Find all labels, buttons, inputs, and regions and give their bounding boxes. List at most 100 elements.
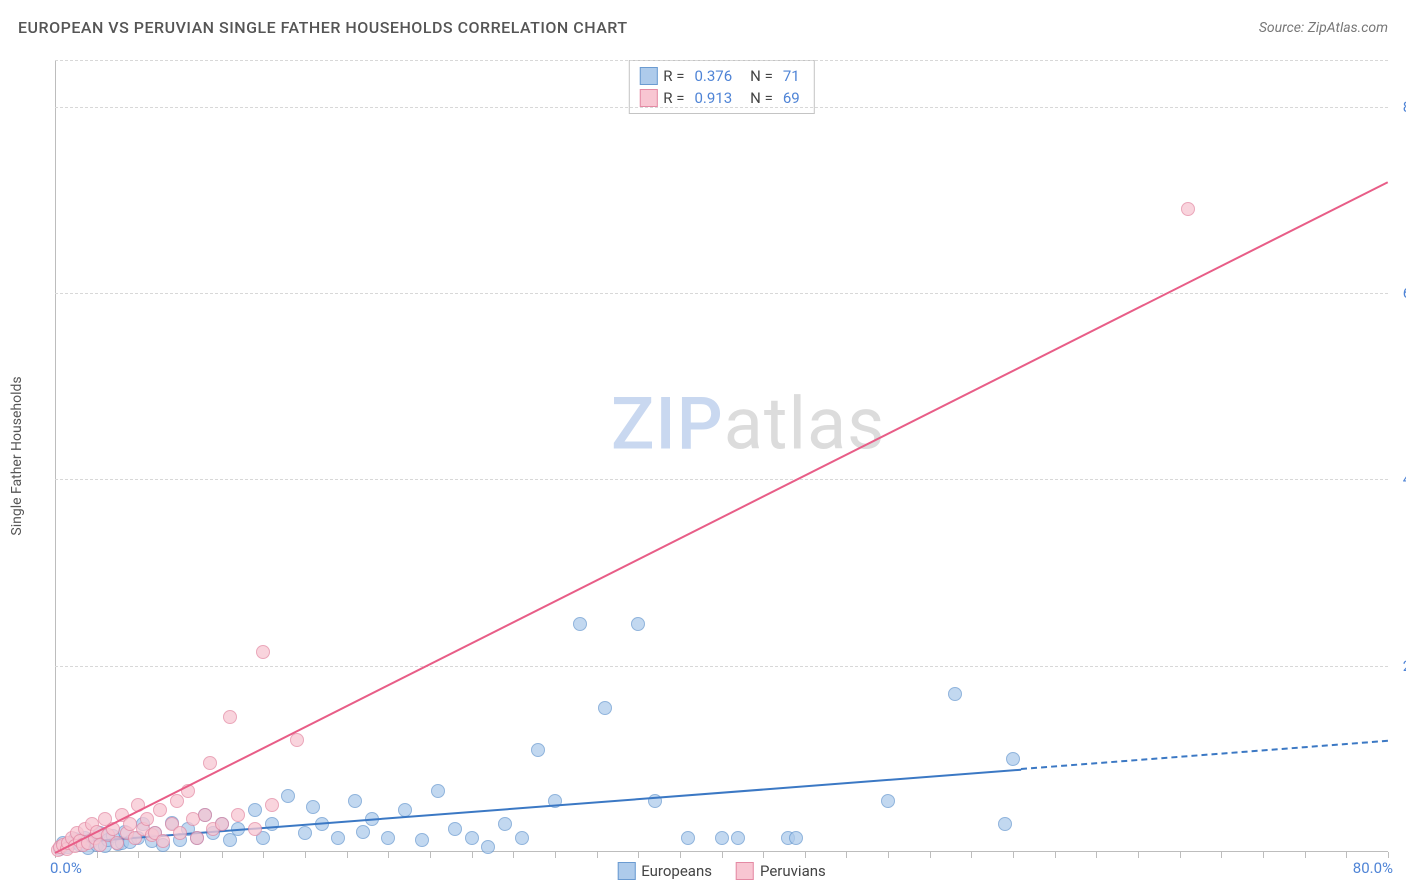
scatter-point: [198, 808, 212, 822]
y-axis-label: Single Father Households: [9, 376, 25, 535]
x-max-label: 80.0%: [1353, 859, 1393, 877]
gridline: [55, 479, 1388, 480]
scatter-point: [231, 808, 245, 822]
x-tick: [1388, 852, 1389, 858]
scatter-point: [156, 834, 170, 848]
chart-plot: ZIPatlas 0.0% 80.0% R = 0.376 N = 71 R =…: [55, 60, 1388, 852]
scatter-point: [1006, 752, 1020, 766]
scatter-point: [731, 831, 745, 845]
legend-item-europeans: Europeans: [617, 862, 712, 880]
chart-area: Single Father Households ZIPatlas 0.0% 8…: [45, 60, 1388, 852]
x-tick: [305, 852, 306, 858]
x-tick: [388, 852, 389, 858]
x-tick: [680, 852, 681, 858]
scatter-point: [170, 794, 184, 808]
scatter-point: [356, 825, 370, 839]
x-tick: [638, 852, 639, 858]
scatter-point: [190, 831, 204, 845]
x-tick: [513, 852, 514, 858]
x-tick: [971, 852, 972, 858]
scatter-point: [498, 817, 512, 831]
chart-title: EUROPEAN VS PERUVIAN SINGLE FATHER HOUSE…: [18, 18, 628, 37]
scatter-point: [948, 687, 962, 701]
scatter-point: [631, 617, 645, 631]
scatter-point: [789, 831, 803, 845]
legend-swatch-peruvians: [639, 89, 657, 107]
scatter-point: [248, 822, 262, 836]
x-tick: [1221, 852, 1222, 858]
scatter-point: [173, 826, 187, 840]
scatter-point: [153, 803, 167, 817]
x-tick: [722, 852, 723, 858]
scatter-point: [306, 800, 320, 814]
x-tick: [180, 852, 181, 858]
x-tick: [930, 852, 931, 858]
gridline: [55, 666, 1388, 667]
x-tick: [138, 852, 139, 858]
scatter-point: [515, 831, 529, 845]
x-tick: [555, 852, 556, 858]
scatter-point: [203, 756, 217, 770]
regression-line: [55, 181, 1389, 854]
regression-line-dashed: [1021, 740, 1388, 770]
scatter-point: [331, 831, 345, 845]
legend-swatch-europeans: [617, 862, 635, 880]
scatter-point: [265, 798, 279, 812]
scatter-point: [715, 831, 729, 845]
scatter-point: [381, 831, 395, 845]
scatter-point: [123, 817, 137, 831]
x-tick: [1013, 852, 1014, 858]
x-tick: [97, 852, 98, 858]
scatter-point: [265, 817, 279, 831]
legend-swatch-peruvians: [736, 862, 754, 880]
x-tick: [222, 852, 223, 858]
gridline: [55, 60, 1388, 61]
x-tick: [805, 852, 806, 858]
x-tick: [263, 852, 264, 858]
x-tick: [347, 852, 348, 858]
x-tick: [846, 852, 847, 858]
x-tick: [1096, 852, 1097, 858]
x-tick: [1263, 852, 1264, 858]
scatter-point: [290, 733, 304, 747]
gridline: [55, 293, 1388, 294]
scatter-point: [481, 840, 495, 854]
scatter-point: [256, 645, 270, 659]
x-tick: [1055, 852, 1056, 858]
scatter-point: [215, 817, 229, 831]
scatter-point: [281, 789, 295, 803]
scatter-point: [681, 831, 695, 845]
stats-legend-row: R = 0.376 N = 71: [639, 65, 803, 87]
gridline: [55, 107, 1388, 108]
x-tick: [1180, 852, 1181, 858]
x-tick: [472, 852, 473, 858]
scatter-point: [431, 784, 445, 798]
legend-swatch-europeans: [639, 67, 657, 85]
x-tick: [430, 852, 431, 858]
scatter-point: [415, 833, 429, 847]
y-axis-line: [55, 60, 56, 852]
chart-header: EUROPEAN VS PERUVIAN SINGLE FATHER HOUSE…: [18, 18, 1388, 37]
x-tick: [1305, 852, 1306, 858]
x-origin-label: 0.0%: [50, 859, 82, 877]
chart-source: Source: ZipAtlas.com: [1259, 20, 1388, 36]
x-tick: [1138, 852, 1139, 858]
scatter-point: [140, 812, 154, 826]
scatter-point: [248, 803, 262, 817]
scatter-point: [465, 831, 479, 845]
scatter-point: [298, 826, 312, 840]
scatter-point: [1181, 202, 1195, 216]
x-tick: [597, 852, 598, 858]
scatter-point: [881, 794, 895, 808]
scatter-point: [531, 743, 545, 757]
scatter-point: [223, 710, 237, 724]
x-tick: [888, 852, 889, 858]
x-tick: [763, 852, 764, 858]
scatter-point: [348, 794, 362, 808]
series-legend: Europeans Peruvians: [617, 862, 826, 880]
legend-item-peruvians: Peruvians: [736, 862, 826, 880]
scatter-point: [598, 701, 612, 715]
scatter-point: [448, 822, 462, 836]
x-tick: [1346, 852, 1347, 858]
scatter-point: [998, 817, 1012, 831]
